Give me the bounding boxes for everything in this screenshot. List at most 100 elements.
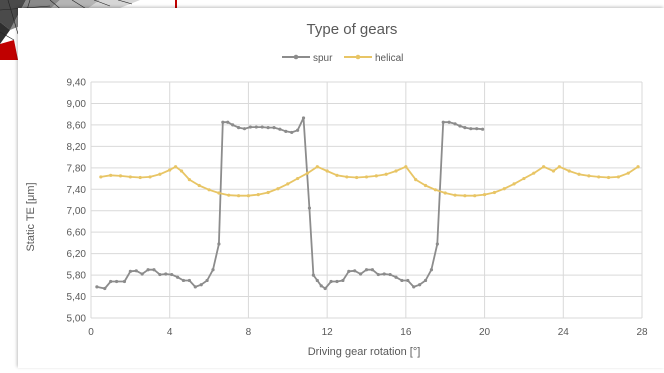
x-tick-label: 0 [88,327,94,338]
y-tick-label: 8,60 [67,120,87,131]
data-point-spur [412,285,416,289]
data-point-helical [482,193,487,197]
data-point-helical [276,187,280,191]
data-point-spur [272,125,276,130]
data-point-helical [128,175,132,179]
series-line-spur [96,117,483,290]
data-point-spur [122,279,127,284]
data-point-helical [453,193,457,197]
data-point-spur [463,125,467,130]
data-point-helical [174,165,178,169]
data-point-helical [542,165,546,169]
data-point-helical [158,172,162,176]
data-point-spur [103,286,107,291]
data-point-helical [197,183,201,188]
data-point-helical [335,173,339,177]
y-tick-label: 6,60 [67,228,87,239]
legend-marker-helical [355,54,361,60]
x-tick-label: 8 [246,327,252,338]
data-point-helical [463,194,467,198]
data-point-helical [443,191,447,195]
legend-label-helical: helical [375,53,403,64]
data-point-spur [347,269,351,273]
data-point-helical [286,182,290,186]
data-point-spur [221,120,225,124]
y-tick-label: 9,40 [67,78,87,89]
data-point-helical [492,190,497,195]
data-point-spur [406,278,410,283]
data-point-helical [138,175,142,180]
data-point-spur [128,269,132,273]
data-point-spur [266,125,270,130]
data-point-spur [376,272,380,277]
data-point-helical [597,175,601,179]
data-point-spur [109,279,113,284]
data-point-spur [181,278,186,283]
legend-label-spur: spur [313,53,333,64]
y-tick-label: 7,80 [67,163,87,174]
data-point-spur [254,125,258,129]
data-point-spur [429,268,434,272]
data-point-spur [307,206,312,210]
data-point-helical [616,175,620,179]
data-point-spur [315,278,319,283]
data-point-spur [301,116,306,120]
data-point-spur [435,242,439,246]
data-point-spur [341,278,345,283]
data-point-spur [175,275,180,279]
data-point-spur [453,122,457,126]
data-point-spur [170,272,174,277]
data-point-spur [447,120,451,124]
data-point-helical [433,188,437,192]
data-point-spur [231,123,235,127]
data-point-spur [158,272,162,277]
data-point-spur [400,278,404,283]
data-point-spur [441,120,445,124]
chart-title: Type of gears [307,21,398,38]
data-point-spur [205,278,209,283]
data-point-helical [636,165,640,169]
data-point-spur [353,269,357,273]
data-point-spur [146,268,150,272]
data-point-helical [567,169,571,173]
y-tick-label: 5,00 [67,314,87,325]
data-point-helical [522,176,526,181]
x-axis-label: Driving gear rotation [°] [308,346,421,358]
data-point-spur [423,278,428,283]
data-point-spur [481,127,485,131]
chart-card: Type of gears spur helical 5,00 5,40 5,80 6… [18,8,664,368]
data-point-helical [473,194,477,198]
y-axis-label: Static TE [μm] [25,182,37,251]
data-point-spur [114,279,119,284]
data-point-helical [315,165,319,169]
legend-marker-spur [293,54,299,60]
data-point-helical [227,193,231,197]
data-point-spur [134,269,138,273]
data-point-spur [418,283,422,287]
x-tick-label: 28 [636,327,648,338]
data-point-helical [606,175,611,180]
data-point-helical [256,193,260,197]
data-point-helical [423,183,428,188]
data-point-spur [394,275,398,279]
gridlines [90,81,643,319]
data-point-spur [193,285,197,289]
y-tick-label: 6,20 [67,249,87,260]
y-tick-label: 7,00 [67,206,87,217]
data-point-spur [311,273,315,277]
data-point-spur [319,284,323,288]
data-point-helical [148,175,152,179]
data-point-helical [168,168,172,172]
x-tick-label: 16 [400,327,412,338]
data-point-helical [394,169,398,173]
data-point-helical [404,165,408,169]
data-point-spur [323,286,327,291]
data-point-spur [152,268,156,272]
data-point-helical [305,171,310,175]
data-point-helical [207,188,211,192]
data-point-helical [99,175,103,179]
data-point-helical [364,175,369,179]
data-point-spur [260,125,264,129]
data-point-spur [278,127,282,131]
data-point-spur [211,268,215,272]
